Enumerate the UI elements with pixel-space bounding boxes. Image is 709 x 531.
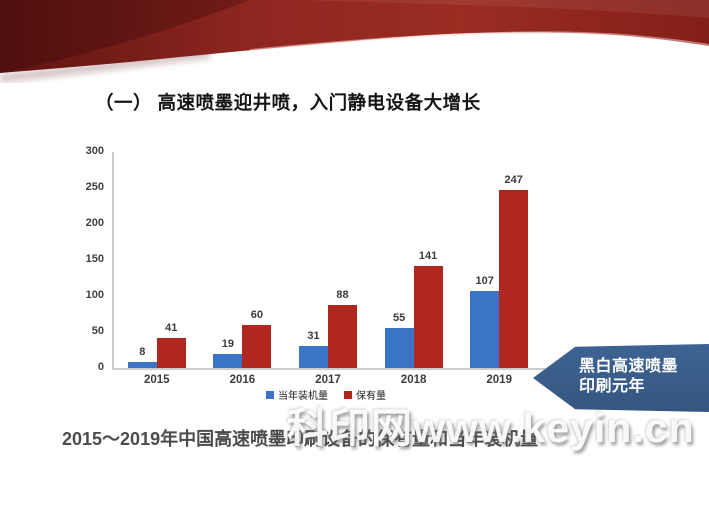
ribbon-top-sheen [300,0,709,18]
bar-2015-1 [156,338,186,368]
chart-legend: 当年装机量 保有量 [112,387,540,402]
y-tick-label: 300 [85,145,104,157]
legend-label-installed: 当年装机量 [278,391,328,402]
bar-value-label: 19 [221,338,235,350]
bar-2017-0 [299,346,328,368]
top-ribbon-decoration [0,0,709,83]
legend-swatch-blue [266,390,274,399]
bar-value-label: 107 [475,275,494,287]
y-axis: 0 50 100 150 200 250 300 [58,145,104,373]
bar-2019-1 [499,190,529,368]
ribbon-bottom-highlight [249,31,709,51]
y-tick-label: 250 [85,181,104,193]
ribbon-main [0,0,709,73]
ribbon-dark-fold [0,0,250,73]
y-tick-label: 0 [97,361,104,373]
x-tick-label: 2017 [315,374,341,386]
chart-caption: 2015～2019年中国高速喷墨印刷设备的保有量和当年装机量 [62,429,539,449]
legend-swatch-red [344,390,352,399]
bar-2016-0 [213,354,243,368]
bar-value-label: 88 [336,289,349,301]
y-tick-label: 100 [85,289,104,301]
legend-item-holdings: 保有量 [344,387,386,402]
x-tick-label: 2015 [144,374,170,386]
slide-title: （一） 高速喷墨迎井喷，入门静电设备大增长 [95,92,481,113]
y-tick-label: 50 [91,325,104,337]
legend-label-holdings: 保有量 [356,391,386,402]
plot-area: 8 41 2015 19 60 2016 31 88 2017 55 141 2018 107 247 20… [112,152,546,386]
bar-value-label: 247 [504,174,523,186]
x-tick-label: 2016 [229,374,256,386]
bar-value-label: 141 [418,250,438,262]
bar-value-label: 31 [307,330,320,342]
bar-2017-1 [328,305,357,368]
bar-2016-1 [242,325,272,368]
legend-item-installed: 当年装机量 [266,387,328,402]
banner-line1: 黑白高速喷墨 [579,358,679,375]
x-tick-label: 2019 [486,374,512,386]
bar-value-label: 8 [139,346,146,358]
bar-2015-0 [127,362,157,368]
bar-value-label: 60 [250,309,264,321]
banner-line2: 印刷元年 [579,377,646,395]
bar-2019-0 [470,291,500,368]
y-tick-label: 150 [85,253,104,265]
x-tick-label: 2018 [400,374,427,386]
bar-value-label: 55 [392,312,406,324]
ribbon-shadow [0,49,211,83]
bar-value-label: 41 [165,322,178,334]
bar-2018-0 [384,328,414,368]
bar-2018-1 [413,266,443,368]
x-axis-line [112,368,546,370]
y-tick-label: 200 [85,217,104,229]
watermark: 科印网www.keyin.cn [287,405,695,451]
